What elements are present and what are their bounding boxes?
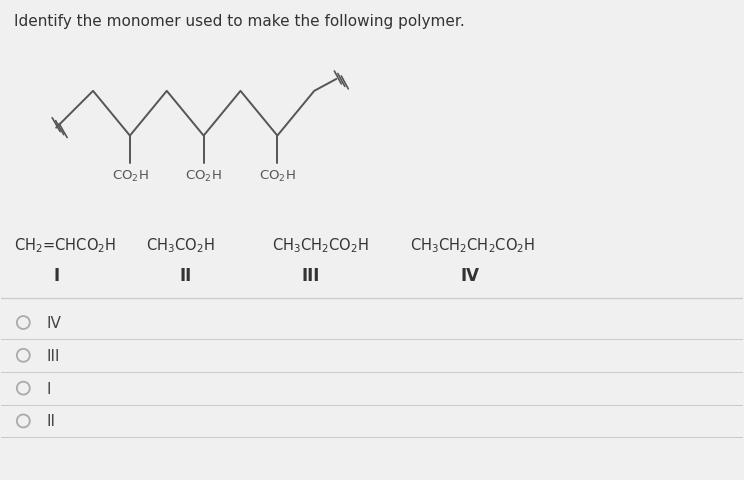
Text: CO$_2$H: CO$_2$H [259,168,295,183]
Text: II: II [179,266,192,284]
Text: IV: IV [46,315,61,330]
Text: III: III [301,266,319,284]
Text: I: I [53,266,60,284]
Text: I: I [46,381,51,396]
Text: Identify the monomer used to make the following polymer.: Identify the monomer used to make the fo… [14,14,465,29]
Text: CH$_3$CH$_2$CH$_2$CO$_2$H: CH$_3$CH$_2$CH$_2$CO$_2$H [410,236,535,255]
Text: IV: IV [460,266,479,284]
Text: CH$_2$=CHCO$_2$H: CH$_2$=CHCO$_2$H [14,236,117,255]
Text: CO$_2$H: CO$_2$H [112,168,148,183]
Text: III: III [46,348,60,363]
Text: CH$_3$CO$_2$H: CH$_3$CO$_2$H [146,236,214,255]
Text: CO$_2$H: CO$_2$H [185,168,222,183]
Text: II: II [46,414,55,429]
Text: CH$_3$CH$_2$CO$_2$H: CH$_3$CH$_2$CO$_2$H [272,236,369,255]
